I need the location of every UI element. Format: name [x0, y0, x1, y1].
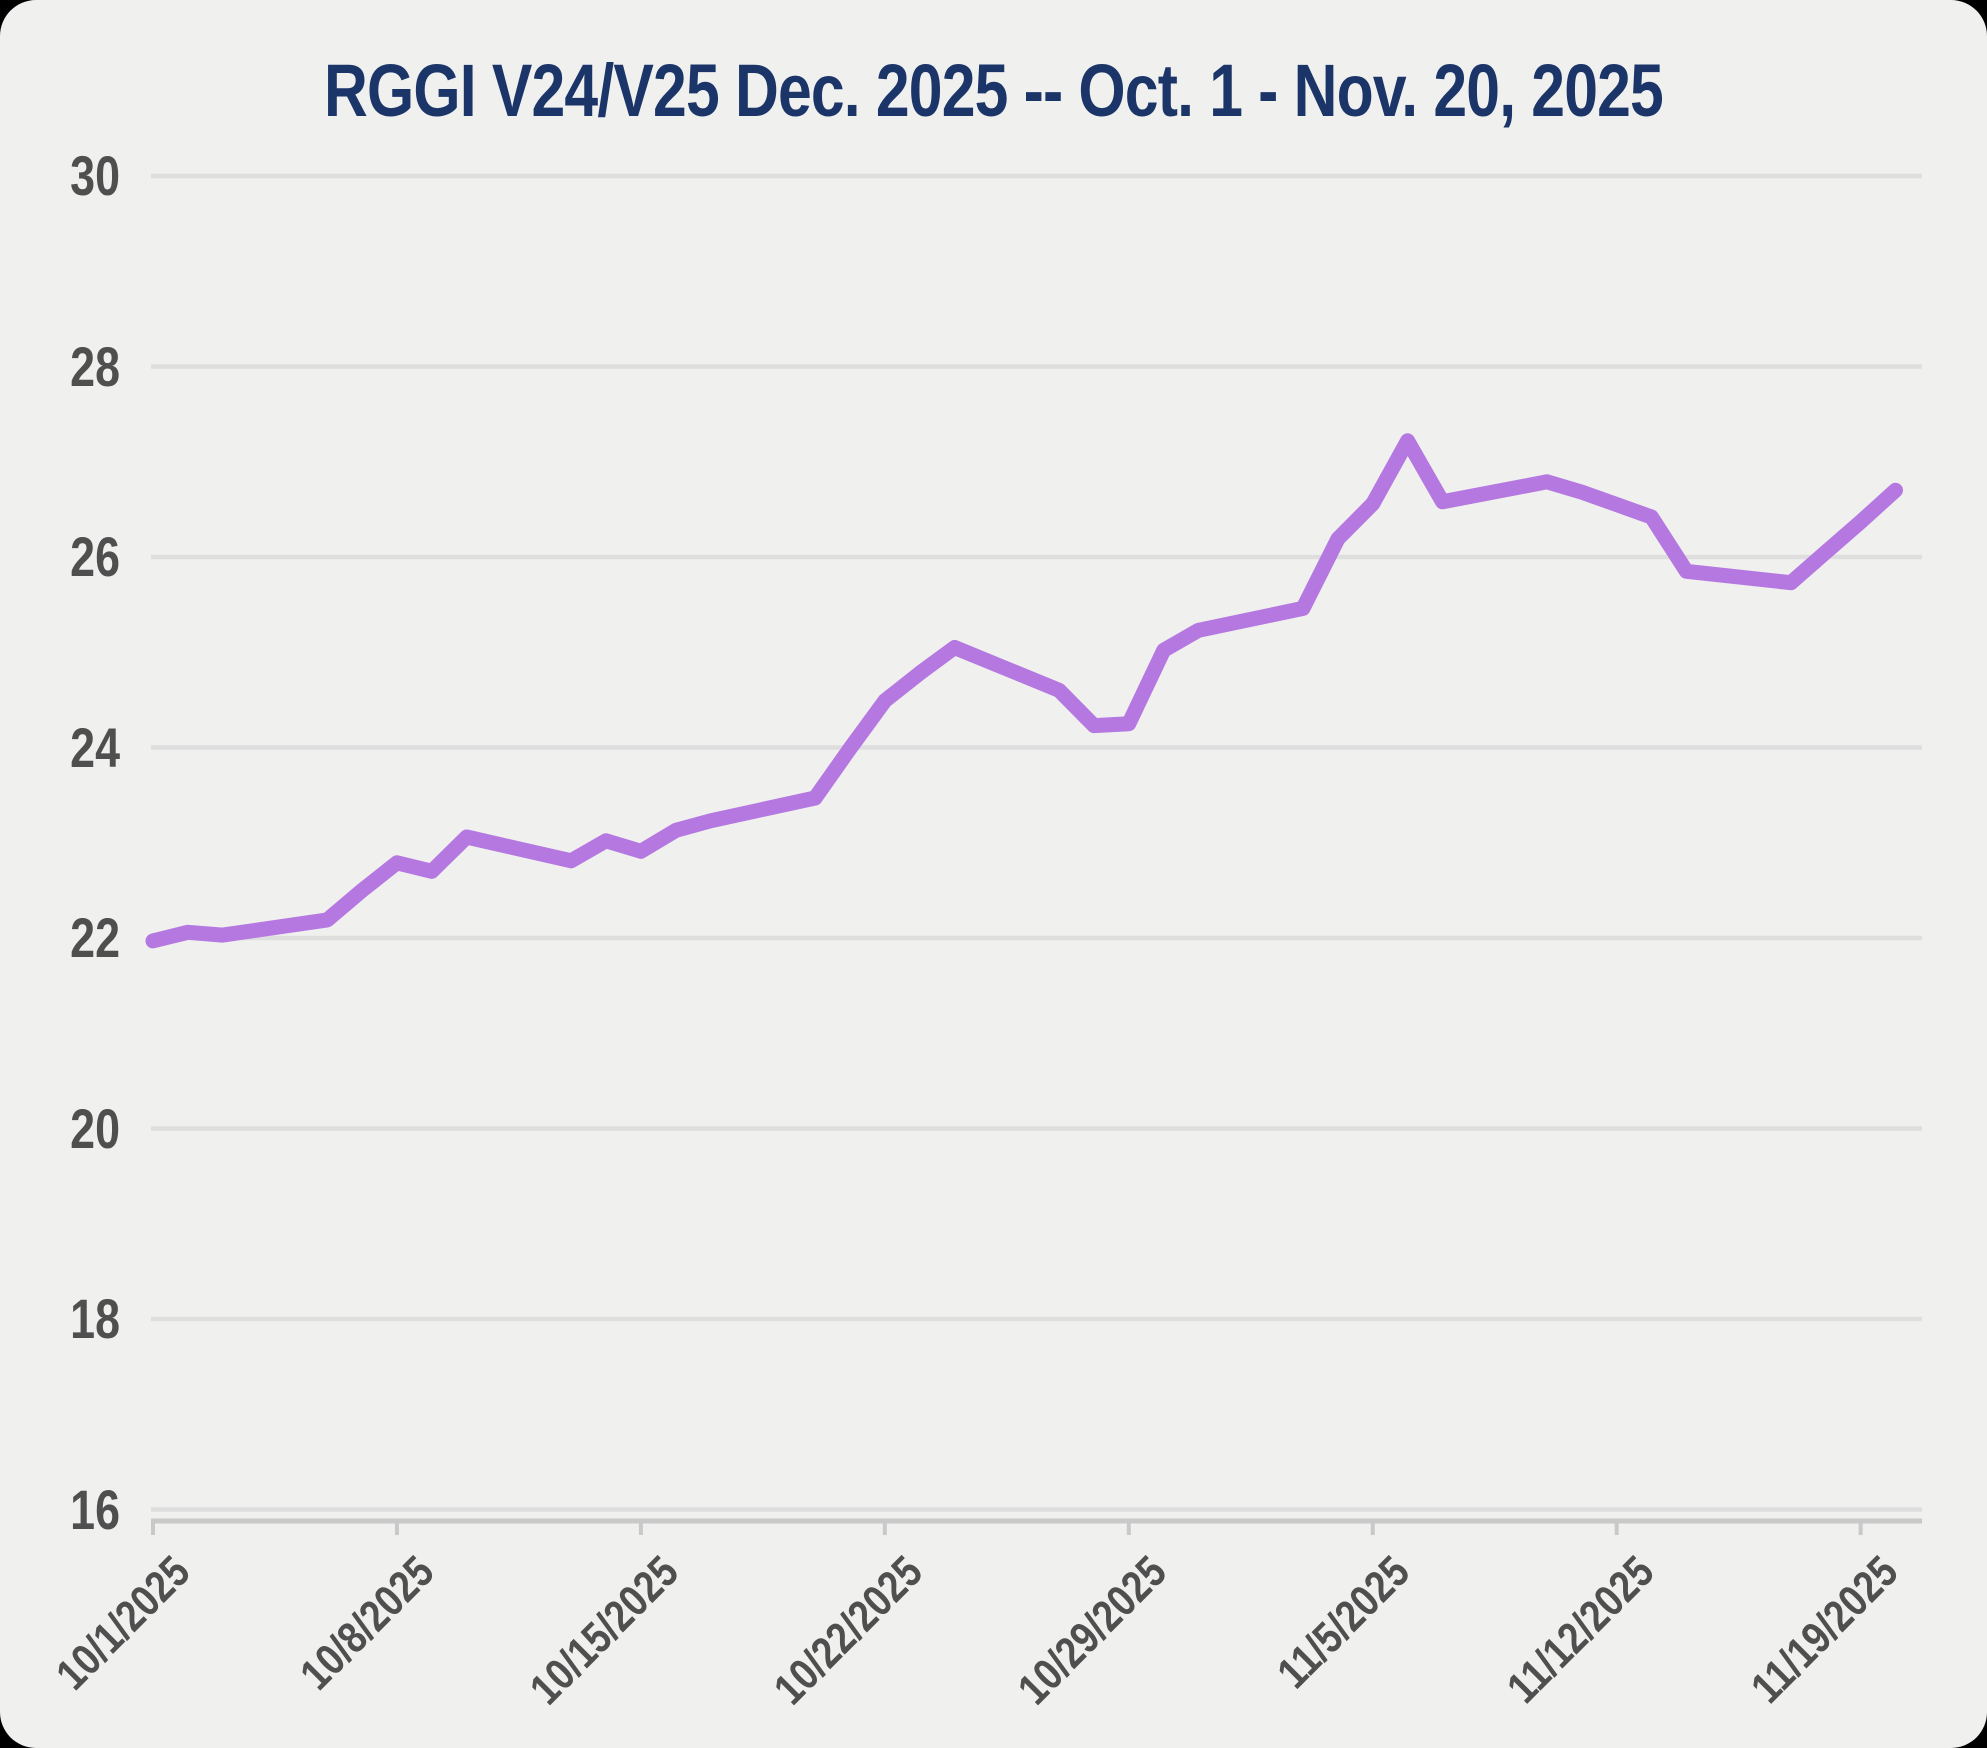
y-tick-label: 18 — [70, 1287, 120, 1350]
y-tick-label: 30 — [70, 144, 120, 207]
price-line — [145, 433, 1903, 949]
y-tick-label: 28 — [70, 334, 120, 398]
chart-title: RGGI V24/V25 Dec. 2025 -- Oct. 1 - Nov. … — [324, 49, 1664, 132]
y-tick-label: 22 — [70, 906, 120, 969]
y-tick-label: 24 — [70, 715, 120, 779]
y-tick-label: 16 — [70, 1477, 120, 1541]
y-tick-label: 26 — [70, 525, 120, 588]
y-tick-label: 20 — [70, 1096, 120, 1160]
